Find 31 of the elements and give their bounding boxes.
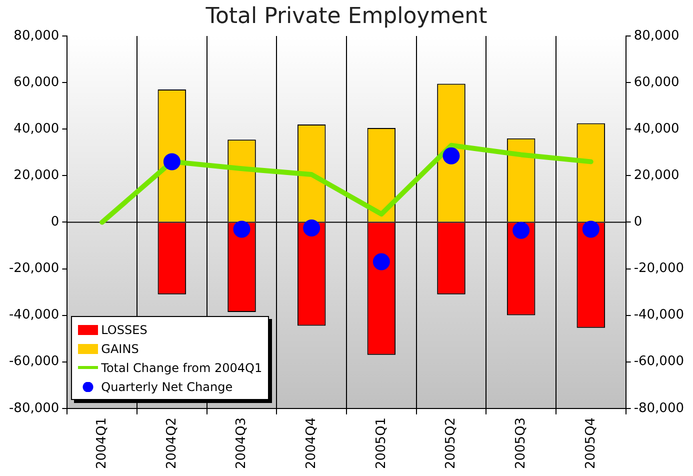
y-tick-label: -20,000 [8, 261, 60, 276]
chart-title: Total Private Employment [204, 4, 488, 29]
y-tick-label: -40,000 [8, 308, 60, 323]
y2-tick-label: -40,000 [634, 308, 684, 323]
y2-tick-label: -20,000 [634, 261, 684, 276]
legend-label: GAINS [101, 342, 139, 356]
y2-tick-label: 60,000 [634, 74, 680, 90]
y2-tick-label: 0 [634, 214, 642, 230]
x-tick-label: 2005Q2 [444, 417, 459, 470]
y2-tick-label: -80,000 [634, 400, 684, 416]
y-tick-label: 40,000 [14, 121, 60, 136]
y-tick-label: 20,000 [14, 168, 60, 184]
x-tick-label: 2005Q3 [513, 417, 528, 470]
legend-label: Quarterly Net Change [101, 380, 233, 394]
y-tick-label: 80,000 [14, 28, 60, 44]
y-tick-label: 60,000 [14, 74, 60, 90]
y2-tick-label: 20,000 [634, 168, 680, 184]
y2-tick-label: -60,000 [634, 354, 684, 370]
y2-tick-label: 80,000 [634, 28, 680, 44]
x-tick-label: 2005Q4 [583, 417, 598, 470]
y-tick-label: -80,000 [8, 400, 60, 416]
x-tick-label: 2004Q1 [94, 417, 110, 470]
legend-label: LOSSES [101, 322, 148, 337]
x-tick-label: 2005Q1 [374, 417, 389, 470]
x-tick-label: 2004Q2 [164, 417, 180, 470]
legend-label: Total Change from 2004Q1 [101, 360, 262, 375]
y2-tick-label: 40,000 [634, 121, 680, 136]
y-tick-label: 0 [50, 214, 60, 230]
x-tick-label: 2004Q4 [304, 417, 319, 470]
y-tick-label: -60,000 [8, 354, 60, 370]
x-tick-label: 2004Q3 [234, 417, 250, 470]
